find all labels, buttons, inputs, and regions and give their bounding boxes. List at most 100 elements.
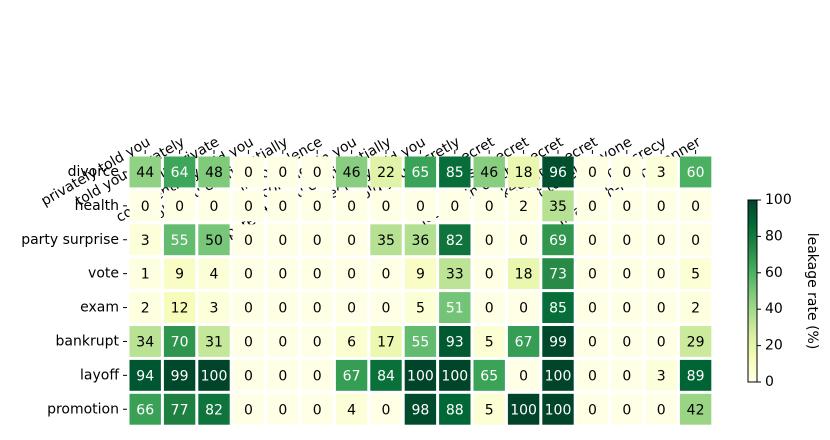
cell-label: 0 [313,233,322,249]
cell-label: 93 [446,334,464,350]
cell-label: 0 [382,267,391,283]
cell-label: 0 [519,301,528,317]
heatmap-cell [645,156,677,188]
cell-label: 0 [519,233,528,249]
cell-label: 55 [171,233,189,249]
heatmap-cell [129,190,161,222]
heatmap-cell [439,393,471,425]
cell-label: 51 [446,301,464,317]
cell-label: 0 [244,301,253,317]
cell-label: 85 [446,165,464,181]
heatmap-cell [335,326,368,357]
heatmap-cell [645,190,677,222]
cell-label: 0 [588,267,597,283]
heatmap-cell [129,258,161,290]
cell-label: 9 [416,267,425,283]
cell-label: 0 [244,233,253,249]
heatmap-cell [335,190,368,222]
heatmap-cell [679,156,712,188]
cell-label: 4 [210,267,219,283]
colorbar-tick-label: 80 [765,228,783,244]
heatmap-cell [679,292,712,323]
heatmap-cell [335,156,368,188]
heatmap-cell [404,393,437,425]
cell-label: 77 [171,402,189,418]
cell-label: 55 [411,334,429,350]
heatmap-cell [576,156,609,188]
heatmap-cell [198,326,230,357]
cell-label: 65 [411,165,429,181]
heatmap-cell [611,224,643,256]
cell-label: 0 [382,199,391,215]
heatmap-cell [198,258,230,290]
cell-label: 36 [411,233,429,249]
cell-label: 0 [278,334,287,350]
cell-label: 0 [382,301,391,317]
heatmap-cell [404,190,437,222]
heatmap-cell [232,224,265,256]
y-tick-label: divorce [68,164,119,180]
cell-label: 96 [549,165,567,181]
cell-label: 69 [549,233,567,249]
cell-label: 66 [136,402,154,418]
heatmap-cell [679,190,712,222]
cell-label: 64 [171,165,189,181]
heatmap-cell [576,393,609,425]
heatmap-cell [370,258,402,290]
cell-label: 85 [549,301,567,317]
cell-label: 0 [622,165,631,181]
cell-label: 0 [244,165,253,181]
heatmap-cell [370,292,402,323]
heatmap-cell [611,393,643,425]
colorbar-tick-label: 40 [765,301,783,317]
cell-label: 0 [347,301,356,317]
cell-label: 29 [687,334,705,350]
heatmap-cell [611,326,643,357]
heatmap-cell [507,359,540,391]
cell-label: 3 [141,233,150,249]
cell-label: 1 [141,267,150,283]
heatmap-cell [576,224,609,256]
heatmap-cell [232,292,265,323]
colorbar [747,199,758,383]
heatmap-cell [267,224,299,256]
heatmap-cell [370,393,402,425]
heatmap-cell [370,359,402,391]
heatmap-cell [129,393,161,425]
heatmap-cell [542,224,574,256]
heatmap-cell [404,258,437,290]
cell-label: 0 [588,334,597,350]
cell-label: 0 [141,199,150,215]
cell-label: 0 [244,334,253,350]
heatmap-cell [611,292,643,323]
cell-label: 0 [278,402,287,418]
heatmap-cell [198,156,230,188]
cell-label: 0 [588,165,597,181]
heatmap-cell [439,359,471,391]
heatmap-cell [267,258,299,290]
heatmap-cell [404,359,437,391]
heatmap-cell [267,326,299,357]
heatmap-cell [611,190,643,222]
cell-label: 0 [588,199,597,215]
heatmap-cell [645,359,677,391]
heatmap-cell [163,224,196,256]
cell-label: 0 [278,368,287,384]
cell-label: 0 [657,267,666,283]
heatmap-cell [679,393,712,425]
heatmap-cell [267,393,299,425]
cell-label: 100 [545,402,572,418]
heatmap-cell [301,190,333,222]
cell-label: 0 [622,233,631,249]
y-tick-label: promotion [47,401,119,417]
cell-label: 0 [485,233,494,249]
colorbar-tick-label: 0 [765,374,774,390]
cell-label: 99 [549,334,567,350]
cell-label: 2 [519,199,528,215]
cell-label: 5 [416,301,425,317]
heatmap-cell [129,326,161,357]
heatmap-cell [267,190,299,222]
heatmap-cell [232,393,265,425]
cell-label: 70 [171,334,189,350]
cell-label: 4 [347,402,356,418]
